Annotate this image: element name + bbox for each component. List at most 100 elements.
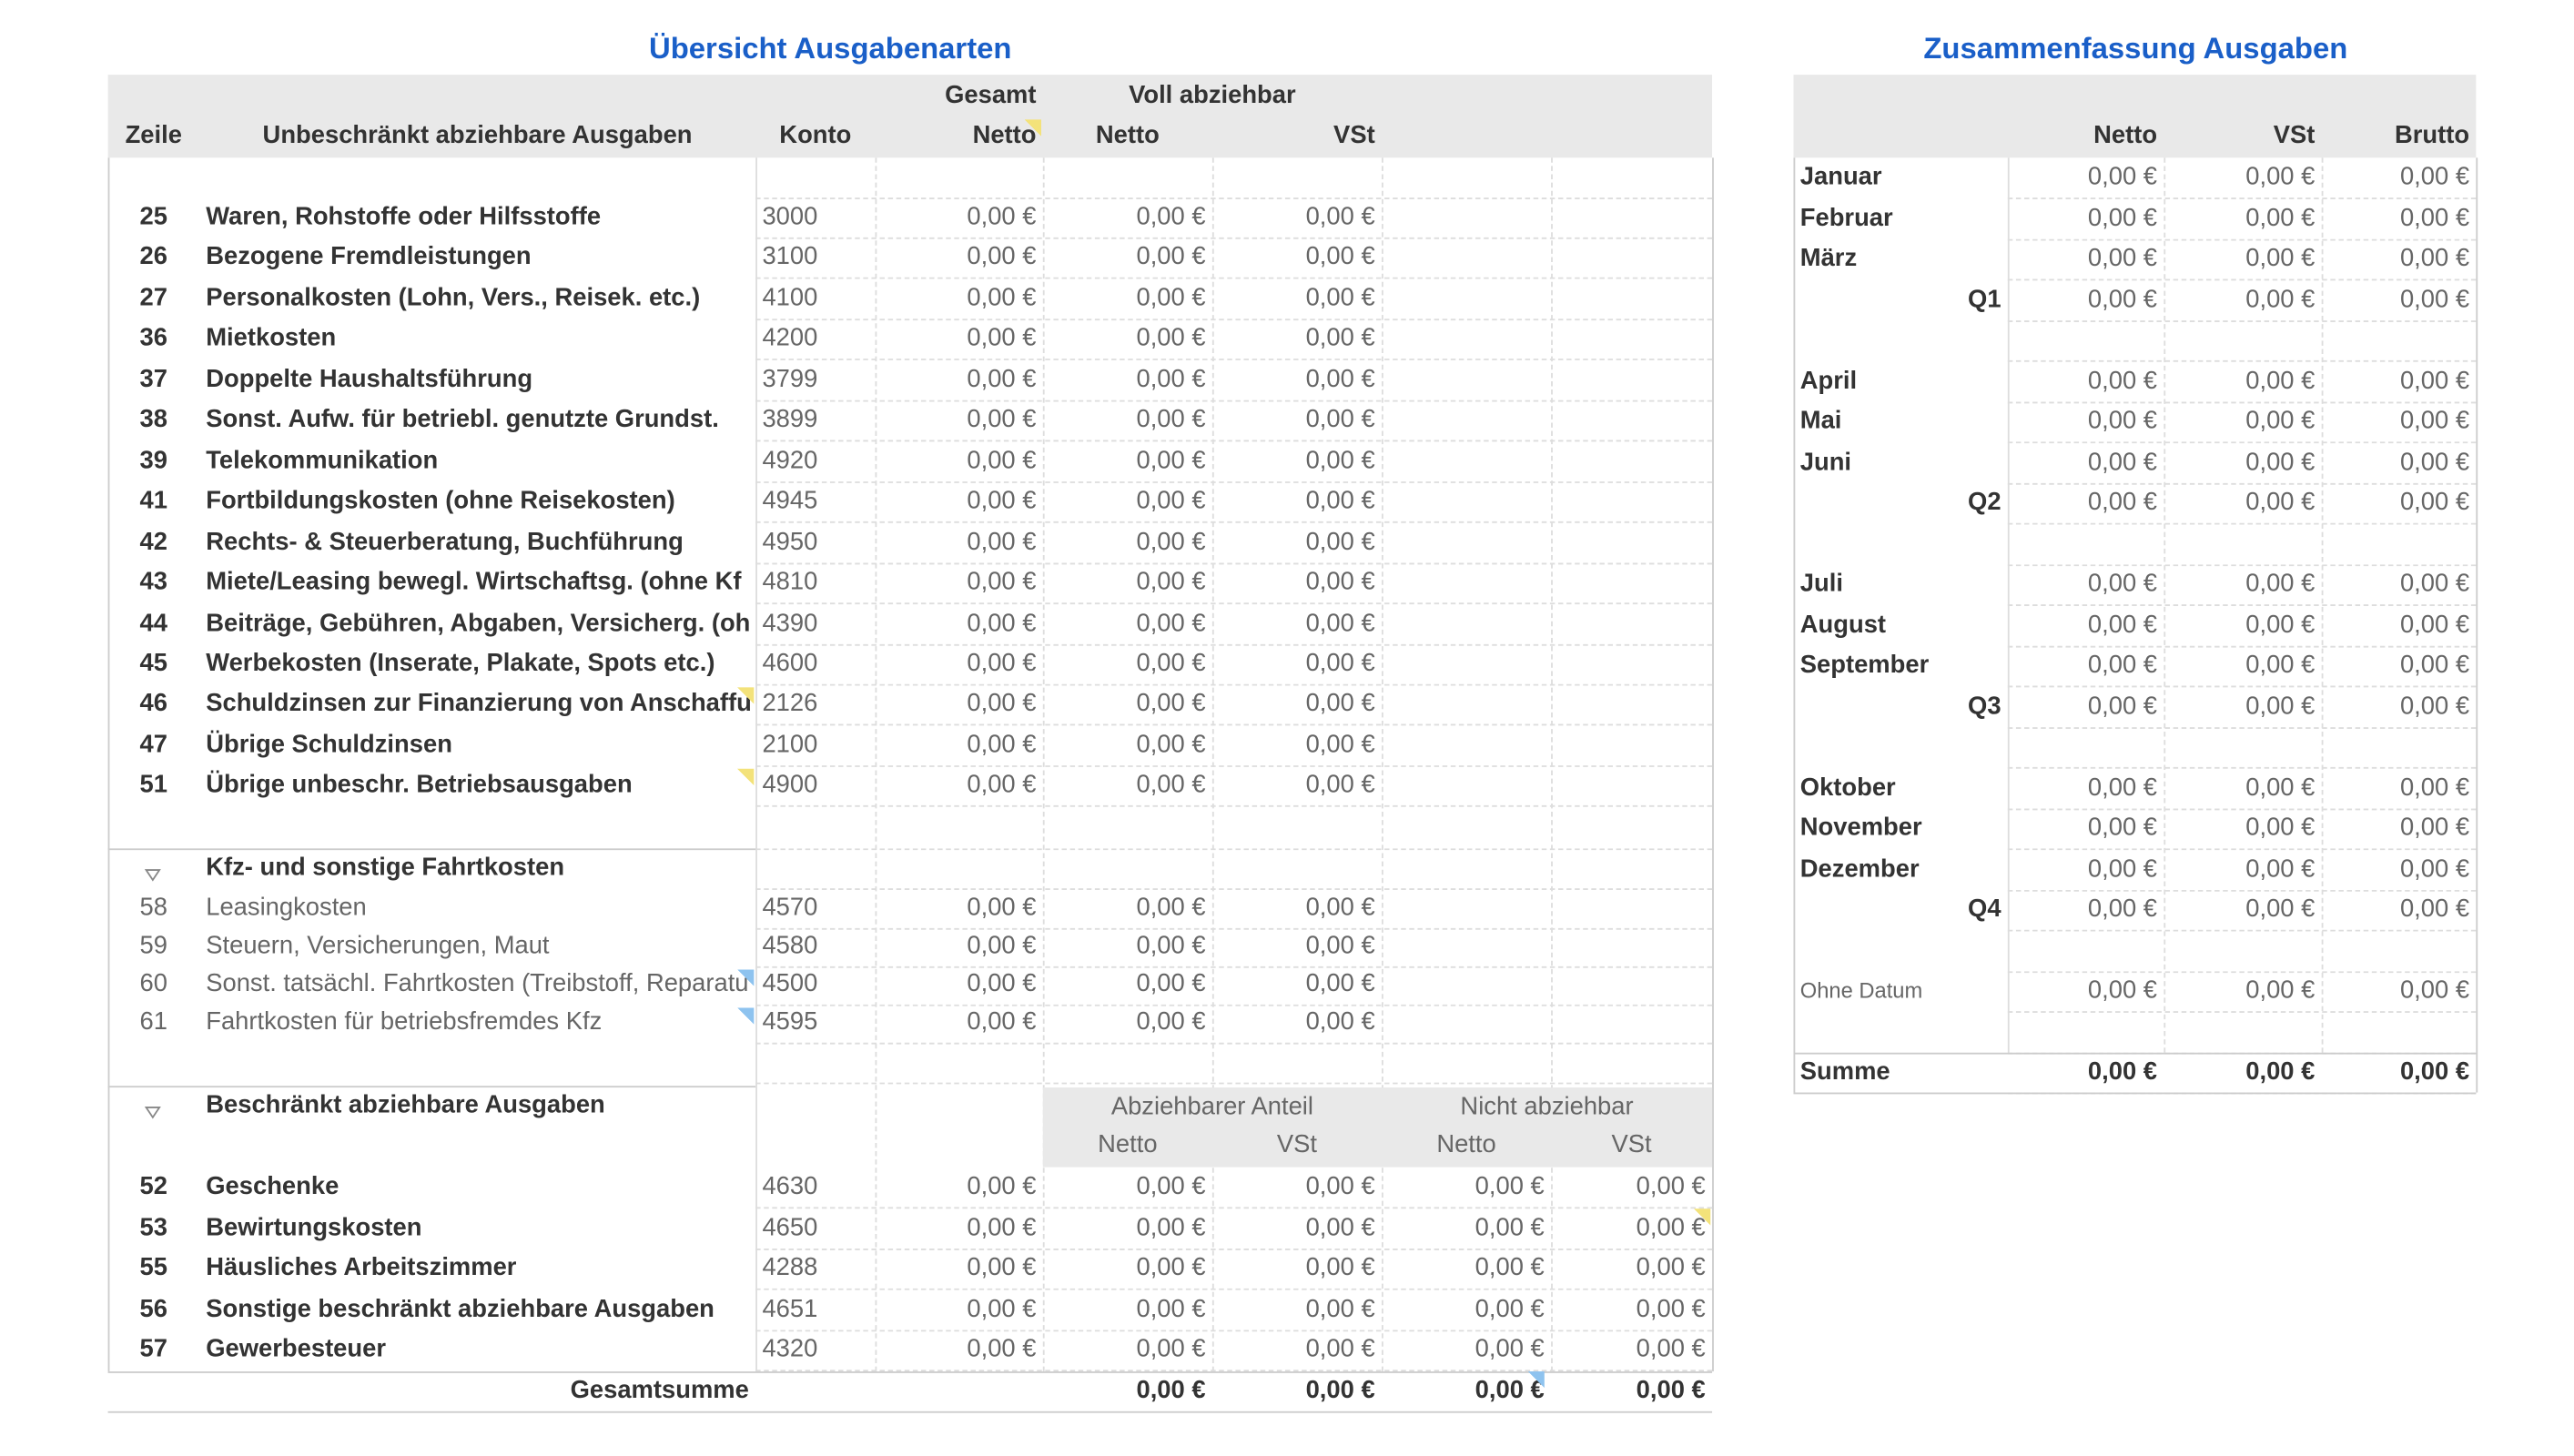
row-label: Februar	[1799, 203, 1893, 232]
row-number: 25	[139, 202, 167, 231]
row-line	[2007, 848, 2477, 851]
row-line	[2007, 482, 2477, 484]
row-line	[2007, 359, 2477, 362]
amount: 0,00 €	[967, 446, 1037, 475]
amount: 0,00 €	[1136, 1172, 1206, 1201]
row-label: Oktober	[1799, 773, 1896, 802]
amount: 0,00 €	[2399, 284, 2470, 313]
row-label: Häusliches Arbeitszimmer	[206, 1253, 517, 1282]
row-number: 51	[139, 771, 167, 800]
row-number: 46	[139, 689, 167, 718]
table-title: Übersicht Ausgabenarten	[649, 31, 1012, 66]
amount: 0,00 €	[967, 1172, 1037, 1201]
row-number: 61	[139, 1007, 167, 1036]
amount: 0,00 €	[1305, 324, 1375, 353]
row-line	[755, 1288, 1713, 1290]
amount: 0,00 €	[2399, 610, 2470, 639]
amount: 0,00 €	[1305, 283, 1375, 312]
amount: 0,00 €	[2245, 488, 2316, 517]
row-label: Summe	[1799, 1057, 1890, 1087]
amount: 0,00 €	[2245, 773, 2316, 802]
amount: 0,00 €	[1136, 568, 1206, 597]
row-line	[2007, 1051, 2477, 1054]
row-label: Übrige unbeschr. Betriebsausgaben	[206, 771, 633, 800]
row-label: Ohne Datum	[1799, 977, 1923, 1004]
row-line	[2007, 1011, 2477, 1013]
column-line	[1793, 157, 1796, 1093]
row-line	[755, 888, 1713, 890]
amount: 0,00 €	[2245, 854, 2316, 883]
amount: 0,00 €	[1305, 243, 1375, 272]
amount: 0,00 €	[1305, 969, 1375, 998]
row-number: 56	[139, 1294, 167, 1323]
row-line	[755, 848, 1713, 851]
row-line	[2007, 563, 2477, 566]
row-line	[755, 561, 1713, 564]
amount: 0,00 €	[1305, 893, 1375, 922]
column-line	[755, 157, 757, 1372]
amount: 0,00 €	[2245, 1057, 2316, 1087]
row-label: Dezember	[1799, 854, 1920, 883]
disclosure	[144, 1097, 165, 1119]
row-label: Q4	[1968, 895, 2001, 924]
row-number: 27	[139, 283, 167, 312]
amount: 0,00 €	[2245, 651, 2316, 680]
amount: 0,00 €	[1305, 486, 1375, 515]
amount: 0,00 €	[2087, 651, 2158, 680]
amount: 0,00 €	[967, 1294, 1037, 1323]
row-line	[755, 1207, 1713, 1209]
amount: 0,00 €	[1636, 1294, 1706, 1323]
header-cell: Zeile	[125, 121, 182, 150]
amount: 0,00 €	[2399, 244, 2470, 273]
amount: 0,00 €	[1136, 969, 1206, 998]
amount: 0,00 €	[1305, 527, 1375, 556]
row-line	[2007, 238, 2477, 240]
row-number: 45	[139, 649, 167, 678]
comment-marker	[737, 687, 755, 704]
amount: 0,00 €	[967, 527, 1037, 556]
row-line	[755, 399, 1713, 402]
amount: 0,00 €	[1474, 1212, 1545, 1241]
row-label: Sonst. tatsächl. Fahrtkosten (Treibstoff…	[206, 969, 749, 998]
total-amount: 0,00 €	[1305, 1376, 1375, 1405]
row-number: 60	[139, 969, 167, 998]
row-line	[755, 480, 1713, 483]
subheader-background	[1042, 1087, 1713, 1168]
amount: 0,00 €	[2087, 691, 2158, 720]
header-group: Nicht abziehbar	[1460, 1092, 1634, 1121]
row-label: Juli	[1799, 569, 1843, 598]
row-number: 44	[139, 608, 167, 637]
amount: 0,00 €	[2087, 1057, 2158, 1087]
amount: 0,00 €	[2399, 488, 2470, 517]
section-title: Beschränkt abziehbare Ausgaben	[206, 1090, 605, 1119]
amount: 0,00 €	[1136, 1212, 1206, 1241]
amount: 0,00 €	[1136, 527, 1206, 556]
amount: 0,00 €	[2399, 854, 2470, 883]
row-label: Leasingkosten	[206, 893, 367, 922]
row-line	[1793, 1052, 2477, 1055]
amount: 0,00 €	[1636, 1253, 1706, 1282]
header-group: Voll abziehbar	[1129, 81, 1296, 110]
row-line	[755, 724, 1713, 727]
amount: 0,00 €	[967, 486, 1037, 515]
row-label: Mietkosten	[206, 324, 337, 353]
amount: 0,00 €	[1474, 1172, 1545, 1201]
amount: 0,00 €	[967, 283, 1037, 312]
row-line	[2007, 644, 2477, 647]
amount: 0,00 €	[2087, 447, 2158, 476]
amount: 0,00 €	[1136, 771, 1206, 800]
account: 4580	[762, 931, 818, 960]
row-line	[2007, 441, 2477, 444]
account: 2100	[762, 730, 818, 759]
section-title: Kfz- und sonstige Fahrtkosten	[206, 853, 565, 882]
amount: 0,00 €	[2399, 407, 2470, 436]
row-number: 53	[139, 1212, 167, 1241]
amount: 0,00 €	[1305, 1007, 1375, 1036]
row-line	[2007, 522, 2477, 525]
account: 2126	[762, 689, 818, 718]
amount: 0,00 €	[2399, 976, 2470, 1005]
amount: 0,00 €	[1305, 446, 1375, 475]
amount: 0,00 €	[2399, 569, 2470, 598]
amount: 0,00 €	[1305, 608, 1375, 637]
amount: 0,00 €	[2087, 854, 2158, 883]
